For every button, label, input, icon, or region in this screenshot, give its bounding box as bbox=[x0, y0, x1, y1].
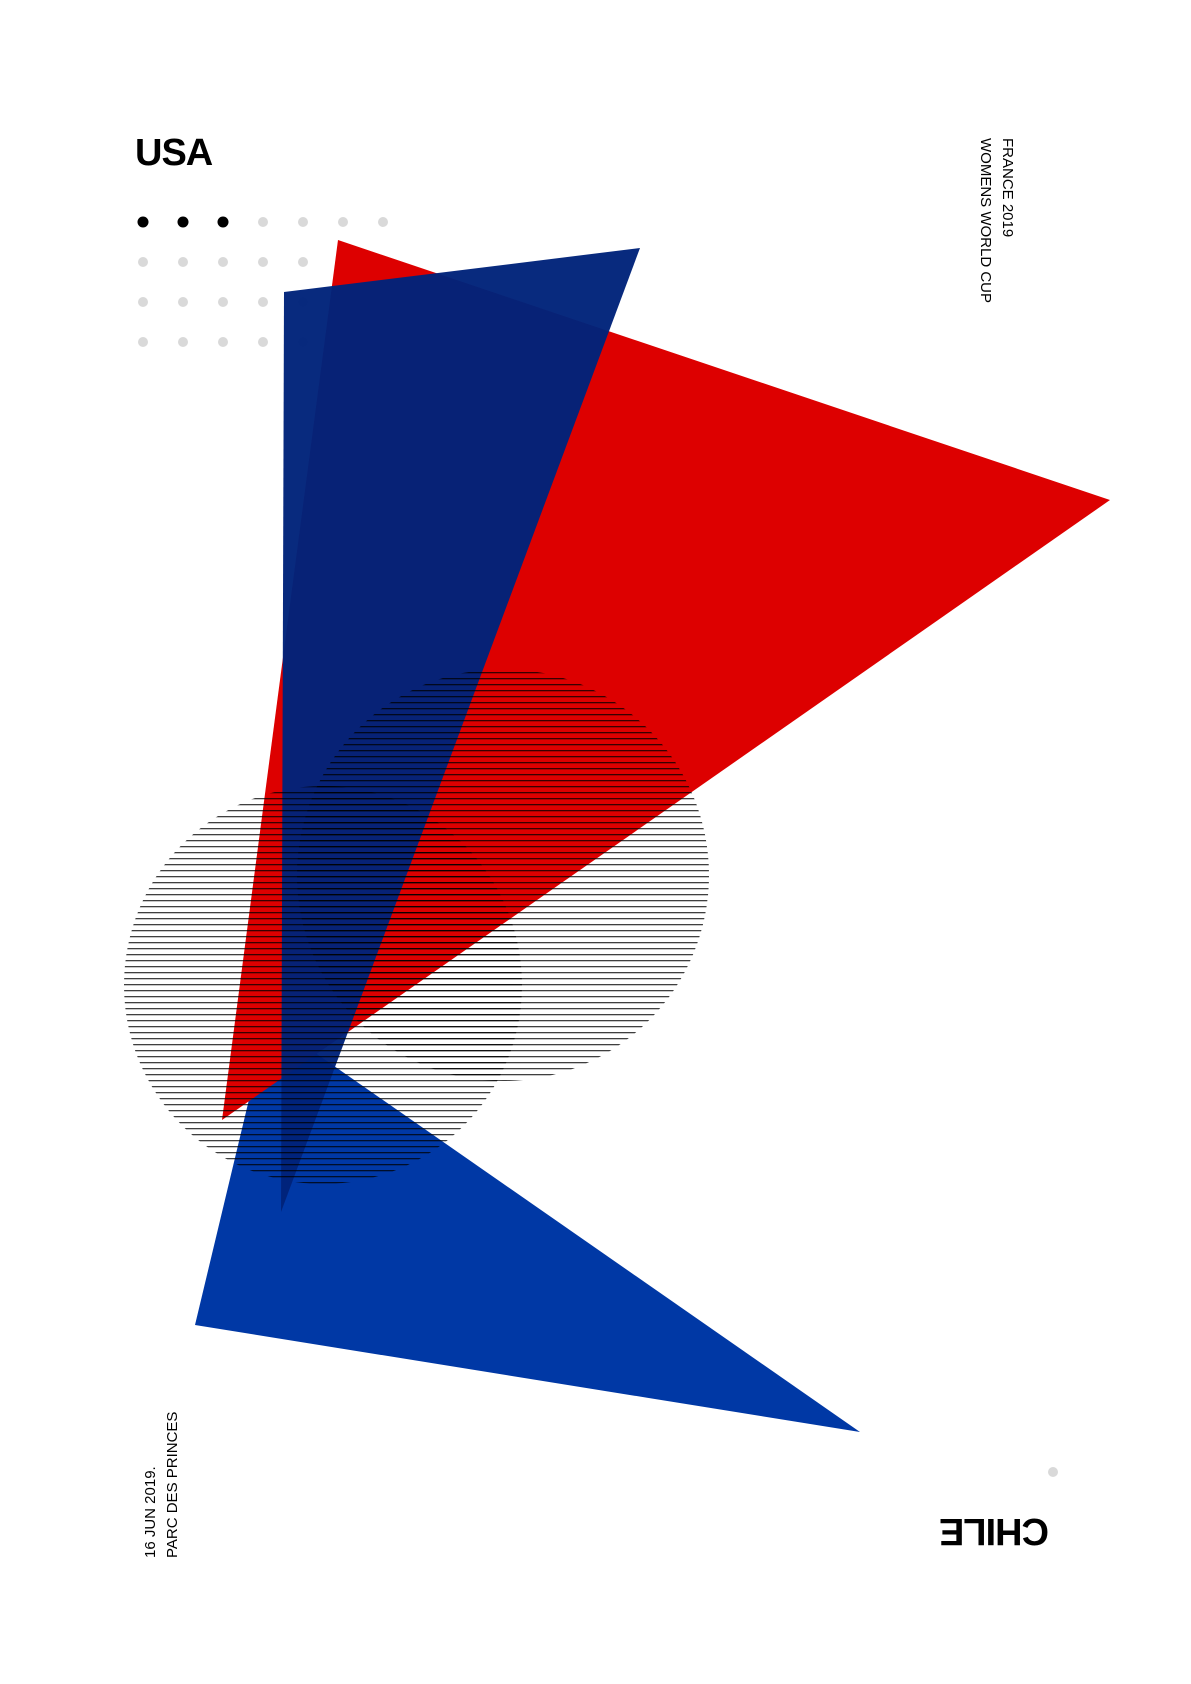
striped-circle-right bbox=[297, 669, 709, 1081]
score-dot-empty bbox=[218, 297, 228, 307]
venue-label: 16 JUN 2019. PARC DES PRINCES bbox=[140, 1388, 184, 1558]
score-dot-empty bbox=[298, 217, 308, 227]
event-label: FRANCE 2019 WOMENS WORLD CUP bbox=[974, 138, 1018, 328]
score-dot-empty bbox=[138, 337, 148, 347]
score-dot-empty bbox=[258, 257, 268, 267]
score-dot-filled bbox=[177, 216, 189, 228]
score-dot-empty bbox=[178, 257, 188, 267]
score-dot-empty bbox=[218, 337, 228, 347]
score-dot-empty bbox=[338, 217, 348, 227]
score-dot-filled bbox=[217, 216, 229, 228]
score-dot-empty bbox=[258, 337, 268, 347]
away-score-dot bbox=[1048, 1467, 1058, 1477]
score-dot-empty bbox=[258, 297, 268, 307]
score-dot-empty bbox=[258, 217, 268, 227]
score-dot-empty bbox=[178, 297, 188, 307]
score-dot-empty bbox=[298, 257, 308, 267]
score-dot-empty bbox=[378, 217, 388, 227]
score-dot-empty bbox=[138, 257, 148, 267]
venue-name: PARC DES PRINCES bbox=[164, 1411, 181, 1558]
home-team-name: USA bbox=[135, 132, 213, 174]
score-dot-empty bbox=[138, 297, 148, 307]
score-dot-filled bbox=[137, 216, 149, 228]
score-dot-empty bbox=[218, 257, 228, 267]
event-line-1: FRANCE 2019 bbox=[999, 138, 1016, 238]
event-line-2: WOMENS WORLD CUP bbox=[977, 138, 994, 303]
score-dot-empty bbox=[178, 337, 188, 347]
away-team-name: CHILE bbox=[940, 1510, 1049, 1552]
match-date: 16 JUN 2019. bbox=[142, 1466, 159, 1558]
